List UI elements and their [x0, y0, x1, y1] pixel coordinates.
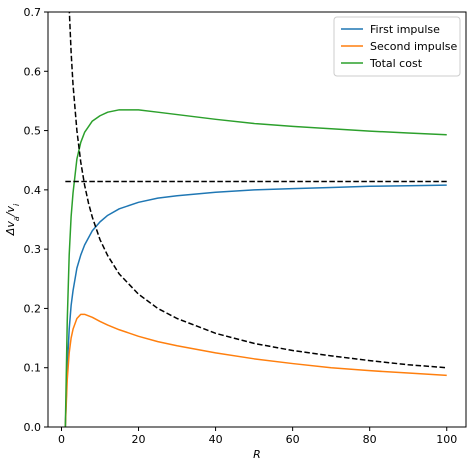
y-tick-label: 0.7 — [24, 6, 42, 19]
series-line-1 — [64, 313, 447, 427]
y-tick-label: 0.2 — [24, 302, 42, 315]
plot-frame — [47, 11, 467, 428]
series-line-4 — [68, 12, 447, 369]
legend-box — [333, 16, 461, 77]
x-axis-label: R — [253, 448, 261, 461]
y-tick-label: 0.0 — [24, 421, 42, 434]
x-tick-label: 0 — [58, 433, 65, 446]
x-tick-label: 60 — [286, 433, 300, 446]
series-line-0 — [64, 184, 447, 427]
series-line-2 — [64, 109, 447, 427]
y-tick-label: 0.4 — [24, 184, 42, 197]
y-tick-label: 0.5 — [24, 125, 42, 138]
y-tick-label: 0.1 — [24, 362, 42, 375]
legend-entry: Second impulse — [370, 40, 457, 53]
x-tick-label: 20 — [132, 433, 146, 446]
legend-entry: Total cost — [369, 57, 423, 70]
y-tick-label: 0.6 — [24, 65, 42, 78]
legend: First impulse Second impulse Total cost — [333, 16, 461, 77]
x-tick-label: 100 — [436, 433, 457, 446]
plot-lines — [64, 12, 447, 427]
x-tick-label: 40 — [209, 433, 223, 446]
x-tick-label: 80 — [363, 433, 377, 446]
y-axis-label: Δva/vi — [4, 203, 21, 236]
y-axis: 0.0 0.1 0.2 0.3 0.4 0.5 0.6 0.7 — [24, 6, 48, 434]
legend-entry: First impulse — [370, 23, 440, 36]
x-axis: 0 20 40 60 80 100 — [58, 427, 457, 446]
y-tick-label: 0.3 — [24, 243, 42, 256]
